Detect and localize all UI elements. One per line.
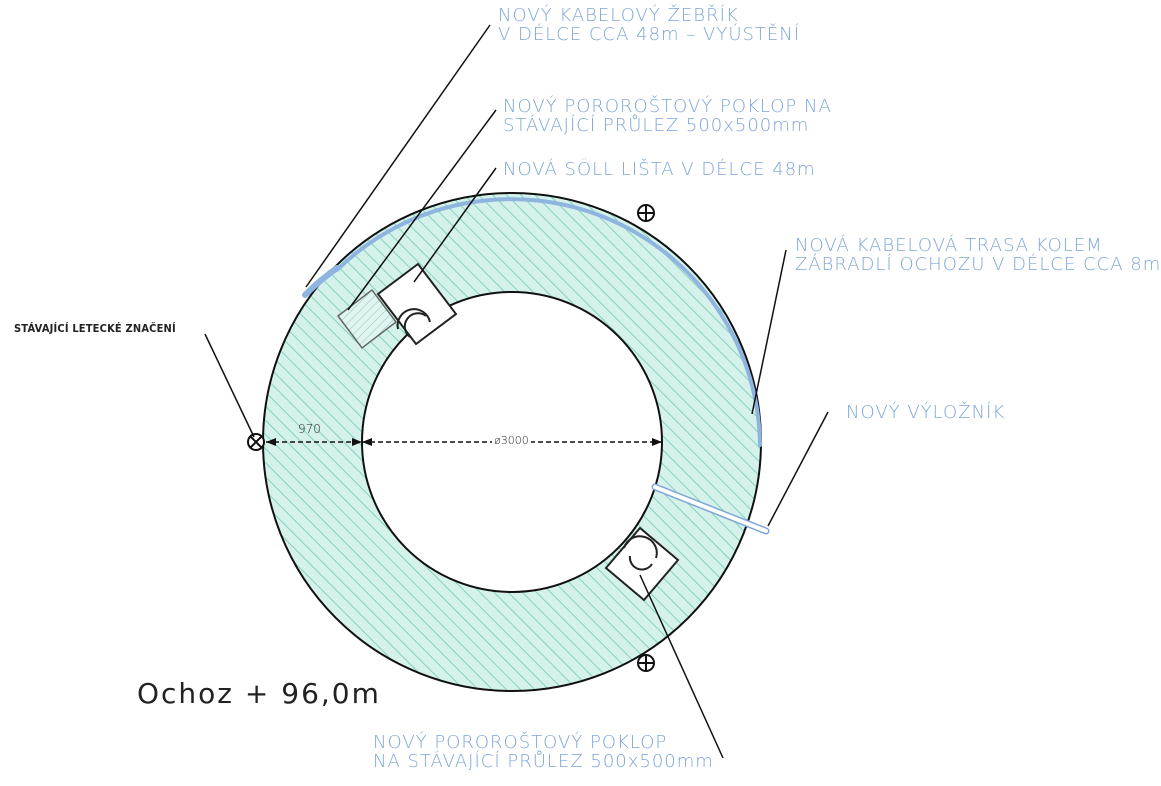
grating-cover-bottom-label: NOVÝ POROROŠTOVÝ POKLOP NA STÁVAJÍCÍ PRŮ… (373, 733, 714, 772)
grating-cover-bottom-label-line1: NOVÝ POROROŠTOVÝ POKLOP (373, 732, 668, 753)
cable-route-label-line1: NOVÁ KABELOVÁ TRASA KOLEM (795, 235, 1103, 256)
inner-diameter-dimension: ø3000 (492, 434, 531, 447)
boom (651, 483, 770, 535)
grating-cover-top (336, 262, 458, 350)
cable-ladder-label-line2: V DÉLCE CCA 48m – VYÚSTĚNÍ (498, 24, 801, 46)
cable-route-label: NOVÁ KABELOVÁ TRASA KOLEM ZÁBRADLÍ OCHOZ… (795, 236, 1161, 275)
boom-label: NOVÝ VÝLOŽNÍK (846, 402, 1006, 423)
grating-cover-top-label: NOVÝ POROROŠTOVÝ POKLOP NA STÁVAJÍCÍ PRŮ… (503, 97, 832, 136)
level-title: Ochoz + 96,0m (137, 677, 381, 710)
aviation-marker-symbol (247, 433, 265, 451)
aviation-marker-symbol (637, 204, 655, 222)
cable-ladder-arc (302, 265, 340, 298)
aviation-marking-label-line1: STÁVAJÍCÍ LETECKÉ ZNAČENÍ (14, 322, 176, 335)
grating-cover-top-label-line1: NOVÝ POROROŠTOVÝ POKLOP NA (503, 96, 832, 117)
cable-route-arc (335, 197, 762, 447)
aviation-marker-symbol (637, 654, 655, 672)
grating-cover-bottom (604, 526, 680, 602)
grating-cover-top-label-line2: STÁVAJÍCÍ PRŮLEZ 500x500mm (503, 115, 810, 137)
cable-route-label-line2: ZÁBRADLÍ OCHOZU V DÉLCE CCA 8m (795, 254, 1161, 276)
leader-lines (204, 24, 829, 759)
soll-rail-label: NOVÁ SÖLL LIŠTA V DÉLCE 48m (503, 159, 816, 180)
grating-cover-bottom-label-line2: NA STÁVAJÍCÍ PRŮLEZ 500x500mm (373, 751, 714, 773)
boom-label-line1: NOVÝ VÝLOŽNÍK (846, 402, 1006, 423)
aviation-marking-label: STÁVAJÍCÍ LETECKÉ ZNAČENÍ (14, 323, 176, 335)
ring-width-dimension: 970 (298, 422, 321, 436)
cable-ladder-label: NOVÝ KABELOVÝ ŽEBŘÍK V DÉLCE CCA 48m – V… (498, 6, 800, 45)
soll-rail-label-line1: NOVÁ SÖLL LIŠTA V DÉLCE 48m (503, 159, 816, 180)
dimension-lines (266, 438, 662, 446)
cable-ladder-label-line1: NOVÝ KABELOVÝ ŽEBŘÍK (498, 5, 739, 26)
